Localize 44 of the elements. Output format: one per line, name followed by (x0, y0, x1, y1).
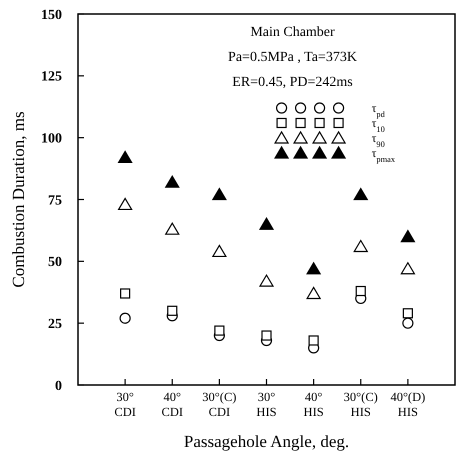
annotation: Pa=0.5MPa , Ta=373K (228, 50, 357, 65)
x-tick-label: 40° CDI (161, 390, 184, 419)
point (167, 306, 178, 316)
legend-label: τ$_{pmax}$ (372, 146, 396, 164)
y-tick-label: 75 (48, 193, 62, 208)
x-tick-label: 40° HIS (304, 390, 324, 419)
x-axis-title: Passagehole Angle, deg. (184, 432, 350, 451)
point (259, 274, 274, 287)
annotation: ER=0.45, PD=242ms (232, 75, 353, 90)
y-tick-label: 0 (55, 378, 62, 394)
x-tick-label: 40°(D) HIS (390, 390, 426, 419)
y-axis-title: Combustion Duration, ms (9, 111, 28, 288)
point (402, 308, 413, 318)
x-tick-label: 30°(C) HIS (344, 390, 378, 419)
point (120, 288, 130, 299)
point (306, 262, 321, 274)
point (400, 230, 415, 242)
x-tick-label: 30° HIS (256, 390, 277, 419)
point (212, 244, 226, 258)
point (354, 240, 368, 252)
legend-label: τ$_{90}$ (372, 131, 385, 149)
x-tick-label: 30° CDI (114, 390, 136, 419)
point (306, 286, 321, 300)
point (354, 188, 368, 200)
point (165, 222, 180, 235)
point (118, 198, 132, 210)
point (120, 312, 131, 324)
point (400, 262, 415, 274)
point (214, 325, 224, 336)
point (118, 150, 132, 164)
annotation: Main Chamber (250, 25, 336, 40)
point (212, 188, 226, 200)
point (165, 176, 180, 188)
y-tick-label: 125 (41, 70, 62, 85)
point (402, 318, 414, 329)
point (308, 335, 319, 346)
point (356, 286, 366, 296)
y-tick-label: 25 (48, 317, 62, 332)
y-tick-label: 150 (41, 8, 62, 23)
point (259, 218, 274, 230)
y-tick-label: 100 (41, 132, 62, 147)
y-tick-label: 50 (48, 255, 62, 270)
point (261, 330, 272, 341)
x-tick-label: 30°(C) CDI (202, 390, 236, 419)
